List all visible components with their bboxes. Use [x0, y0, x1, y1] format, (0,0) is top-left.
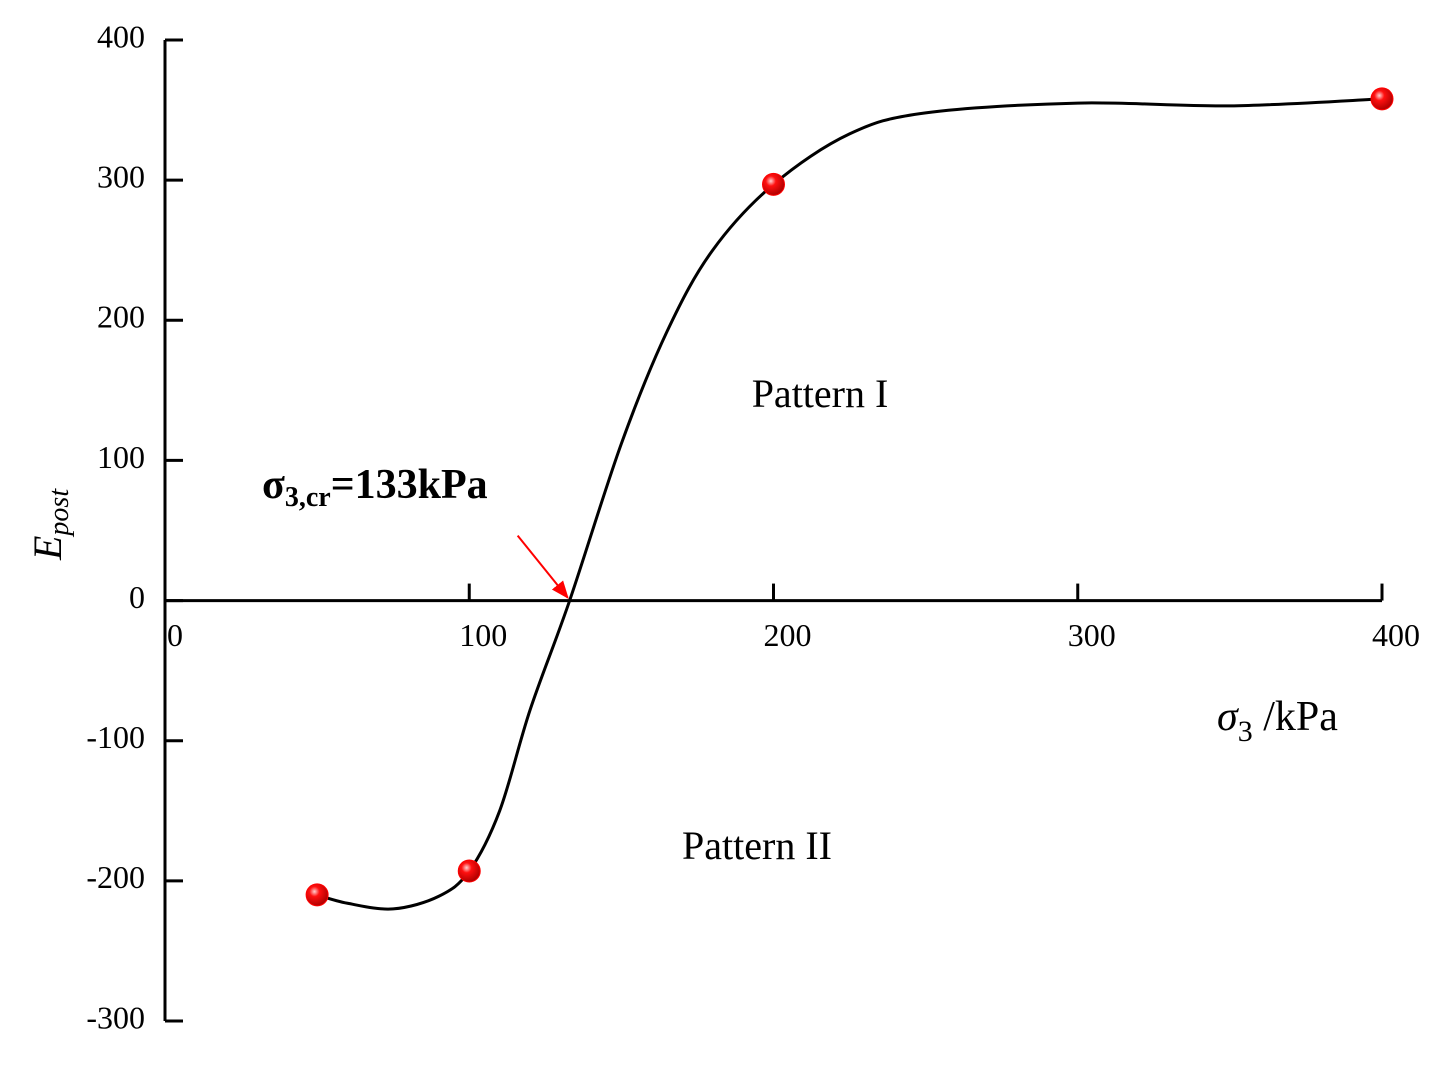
data-point	[1370, 87, 1394, 111]
x-axis-label: σ3 /kPa	[1217, 694, 1338, 748]
data-point	[457, 859, 481, 883]
y-tick-label: 100	[97, 439, 145, 475]
x-label-text: /kPa	[1253, 694, 1339, 740]
pattern-label: Pattern I	[752, 371, 889, 416]
fit-curve	[316, 97, 1383, 911]
x-tick-label: 400	[1372, 617, 1420, 653]
pattern-label: Pattern II	[682, 823, 832, 868]
y-tick-label: -100	[86, 719, 145, 755]
x-tick-label: 100	[459, 617, 507, 653]
critical-annotation: σ3,cr=133kPa	[262, 462, 488, 514]
x-tick-label: 0	[167, 617, 183, 653]
x-label-sub: 3	[1238, 715, 1253, 748]
ann-symbol: σ	[262, 462, 285, 508]
y-label-sub: post	[44, 488, 75, 538]
ann-text: =133kPa	[331, 462, 488, 508]
data-point	[305, 883, 329, 907]
y-tick-label: 300	[97, 158, 145, 194]
y-tick-label: 0	[129, 579, 145, 615]
x-label-symbol: σ	[1217, 694, 1240, 740]
x-tick-label: 200	[764, 617, 812, 653]
annotation-arrow	[516, 534, 569, 599]
y-label-symbol: E	[25, 536, 70, 561]
y-tick-label: 200	[97, 299, 145, 335]
data-point	[762, 172, 785, 196]
y-tick-label: -200	[86, 859, 145, 895]
y-tick-label: -300	[86, 999, 145, 1035]
x-tick-label: 300	[1068, 617, 1116, 653]
ann-sub: 3,cr	[285, 482, 331, 513]
y-axis-label: Epost	[25, 488, 75, 561]
y-tick-label: 400	[97, 18, 145, 54]
